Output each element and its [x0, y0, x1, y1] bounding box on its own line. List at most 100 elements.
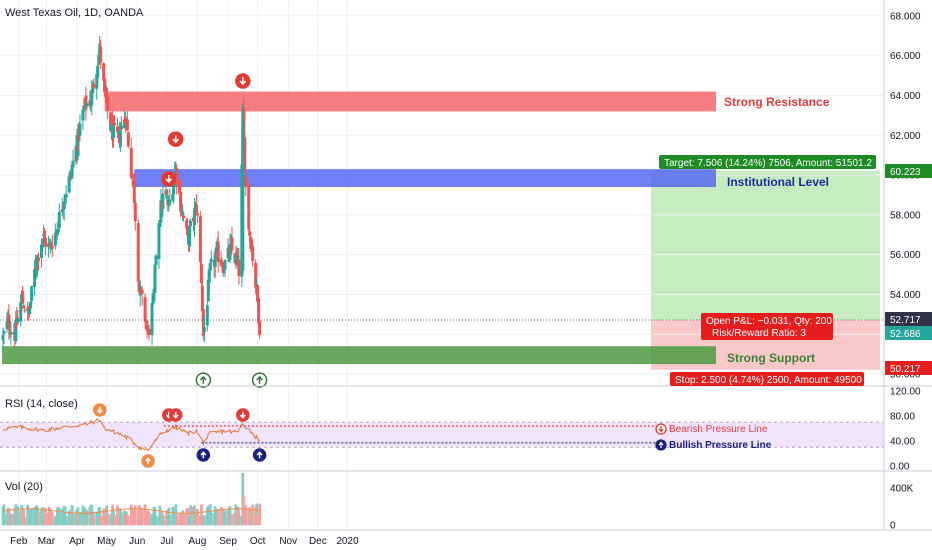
chart-title[interactable]: West Texas Oil, 1D, OANDA: [5, 7, 144, 19]
candle-body[interactable]: [56, 229, 60, 233]
candle-body[interactable]: [201, 309, 205, 337]
signal-down-icon[interactable]: [92, 403, 107, 417]
candle-body[interactable]: [222, 272, 226, 274]
candle-body[interactable]: [57, 211, 61, 229]
candle-body[interactable]: [166, 200, 170, 206]
candle-body[interactable]: [258, 320, 262, 336]
candle-body[interactable]: [257, 298, 261, 324]
candle-body[interactable]: [90, 89, 94, 106]
candle-body[interactable]: [82, 105, 86, 109]
candle-body[interactable]: [29, 301, 33, 307]
candle-body[interactable]: [159, 200, 163, 223]
candle-body[interactable]: [22, 305, 26, 309]
candle-body[interactable]: [256, 284, 260, 302]
candle-body[interactable]: [236, 255, 240, 262]
candle-body[interactable]: [247, 183, 251, 230]
signal-down-icon[interactable]: [161, 171, 177, 187]
candle-body[interactable]: [63, 197, 67, 200]
candle-body[interactable]: [168, 199, 172, 205]
candle-body[interactable]: [39, 244, 43, 259]
candle-body[interactable]: [119, 125, 123, 130]
candle-body[interactable]: [8, 330, 12, 334]
candle-body[interactable]: [40, 238, 44, 246]
candle-body[interactable]: [237, 259, 241, 277]
candle-body[interactable]: [106, 96, 110, 111]
signal-down-icon[interactable]: [168, 408, 183, 422]
candle-body[interactable]: [172, 181, 176, 195]
signal-up-icon[interactable]: [251, 372, 268, 388]
candle-body[interactable]: [1, 335, 5, 340]
candles-layer[interactable]: [1, 35, 262, 352]
candle-body[interactable]: [158, 220, 162, 227]
candle-body[interactable]: [126, 132, 130, 147]
candle-body[interactable]: [64, 193, 68, 198]
candle-body[interactable]: [181, 211, 185, 215]
candle-body[interactable]: [37, 257, 41, 261]
candle-body[interactable]: [144, 321, 148, 324]
signal-down-icon[interactable]: [167, 131, 184, 147]
candle-body[interactable]: [249, 236, 253, 249]
candle-body[interactable]: [164, 190, 168, 195]
candle-body[interactable]: [95, 74, 99, 89]
signal-up-icon[interactable]: [252, 448, 267, 462]
candle-body[interactable]: [207, 270, 211, 283]
candle-body[interactable]: [118, 133, 122, 147]
candle-body[interactable]: [81, 109, 85, 121]
candle-body[interactable]: [188, 227, 192, 247]
candle-body[interactable]: [104, 86, 108, 98]
candle-body[interactable]: [153, 264, 157, 294]
candle-body[interactable]: [185, 220, 189, 229]
candle-body[interactable]: [202, 326, 206, 333]
rsi-title[interactable]: RSI (14, close): [5, 398, 78, 410]
candle-body[interactable]: [130, 174, 134, 179]
candle-body[interactable]: [180, 209, 184, 213]
candle-body[interactable]: [96, 65, 100, 78]
candle-body[interactable]: [209, 258, 213, 262]
candle-body[interactable]: [133, 203, 137, 222]
candle-body[interactable]: [136, 223, 140, 282]
candle-body[interactable]: [123, 116, 127, 123]
candle-body[interactable]: [175, 168, 179, 183]
candle-body[interactable]: [47, 245, 51, 247]
candle-body[interactable]: [5, 321, 9, 329]
candle-body[interactable]: [113, 122, 117, 126]
candle-body[interactable]: [151, 293, 155, 304]
candle-body[interactable]: [171, 194, 175, 201]
candle-body[interactable]: [9, 331, 13, 335]
candle-body[interactable]: [132, 182, 136, 203]
candle-body[interactable]: [112, 124, 116, 139]
candle-body[interactable]: [78, 123, 82, 136]
strong-support-zone[interactable]: [2, 346, 716, 365]
strong-resistance-zone[interactable]: [104, 91, 716, 112]
signal-up-icon[interactable]: [141, 454, 155, 468]
candle-body[interactable]: [157, 223, 161, 259]
candle-body[interactable]: [60, 209, 64, 213]
candle-body[interactable]: [214, 247, 218, 254]
candle-body[interactable]: [182, 215, 186, 219]
candle-body[interactable]: [67, 176, 71, 193]
candle-body[interactable]: [251, 245, 255, 261]
candle-body[interactable]: [115, 126, 119, 133]
candle-body[interactable]: [2, 331, 6, 334]
candle-body[interactable]: [208, 262, 212, 270]
candle-body[interactable]: [122, 119, 126, 128]
candle-body[interactable]: [14, 319, 18, 342]
candle-body[interactable]: [179, 191, 183, 212]
candle-body[interactable]: [192, 208, 196, 225]
candle-body[interactable]: [53, 233, 57, 247]
candle-body[interactable]: [161, 193, 165, 209]
candle-body[interactable]: [74, 145, 78, 162]
candle-body[interactable]: [71, 160, 75, 168]
candle-body[interactable]: [49, 243, 53, 247]
candle-body[interactable]: [42, 231, 46, 239]
candle-body[interactable]: [186, 225, 190, 235]
candle-body[interactable]: [248, 232, 252, 235]
candle-body[interactable]: [23, 310, 27, 312]
candle-body[interactable]: [19, 301, 23, 322]
candle-body[interactable]: [220, 264, 224, 268]
candle-body[interactable]: [28, 309, 32, 315]
candle-body[interactable]: [234, 254, 238, 265]
candle-body[interactable]: [200, 286, 204, 311]
candle-body[interactable]: [76, 128, 80, 157]
candle-body[interactable]: [178, 179, 182, 195]
